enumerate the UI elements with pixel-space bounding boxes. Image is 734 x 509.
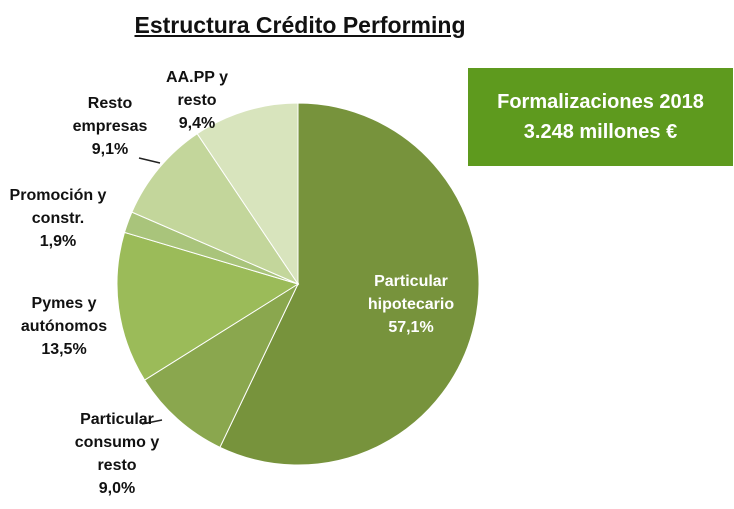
pie-slice [116, 231, 300, 381]
category-label: Resto empresas [72, 95, 148, 135]
chart-title: Estructura Crédito Performing [134, 12, 466, 38]
slice-label: Resto empresas 9,1% [60, 92, 160, 161]
value-label: 9,4% [178, 115, 216, 132]
value-label: 1,9% [39, 233, 77, 250]
annotation: Formalizaciones 2018 [497, 91, 704, 113]
slice-label: Particular consumo y resto 9,0% [62, 408, 172, 500]
category-label: Particular hipotecario [367, 273, 455, 313]
category-label: AA.PP y resto [166, 69, 228, 109]
value-label: 13,5% [41, 341, 87, 358]
value-label: 9,1% [91, 141, 129, 158]
slice-label: AA.PP y resto 9,4% [152, 66, 242, 135]
value-label: 57,1% [388, 319, 434, 336]
value-label: 9,0% [98, 480, 136, 497]
pie-slice [219, 102, 480, 466]
slice-label: Pymes y autónomos 13,5% [14, 292, 114, 361]
slice-label: Particular hipotecario 57,1% [350, 270, 472, 339]
leader-line [141, 419, 163, 425]
pie-slice [196, 102, 299, 286]
category-label: Promoción y constr. [9, 187, 107, 227]
slice-label: Promoción y constr. 1,9% [8, 184, 108, 253]
annotation: 3.248 millones € [523, 121, 678, 143]
leader-line [138, 157, 161, 164]
annotation-box: Formalizaciones 2018 3.248 millones € [468, 68, 733, 166]
pie-slice [143, 282, 300, 448]
category-label: Particular consumo y resto [74, 411, 160, 474]
category-label: Pymes y autónomos [20, 295, 108, 335]
pie-slice [131, 132, 300, 286]
